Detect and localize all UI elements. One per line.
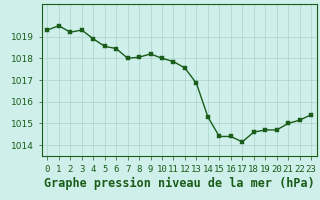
X-axis label: Graphe pression niveau de la mer (hPa): Graphe pression niveau de la mer (hPa) [44,177,315,190]
